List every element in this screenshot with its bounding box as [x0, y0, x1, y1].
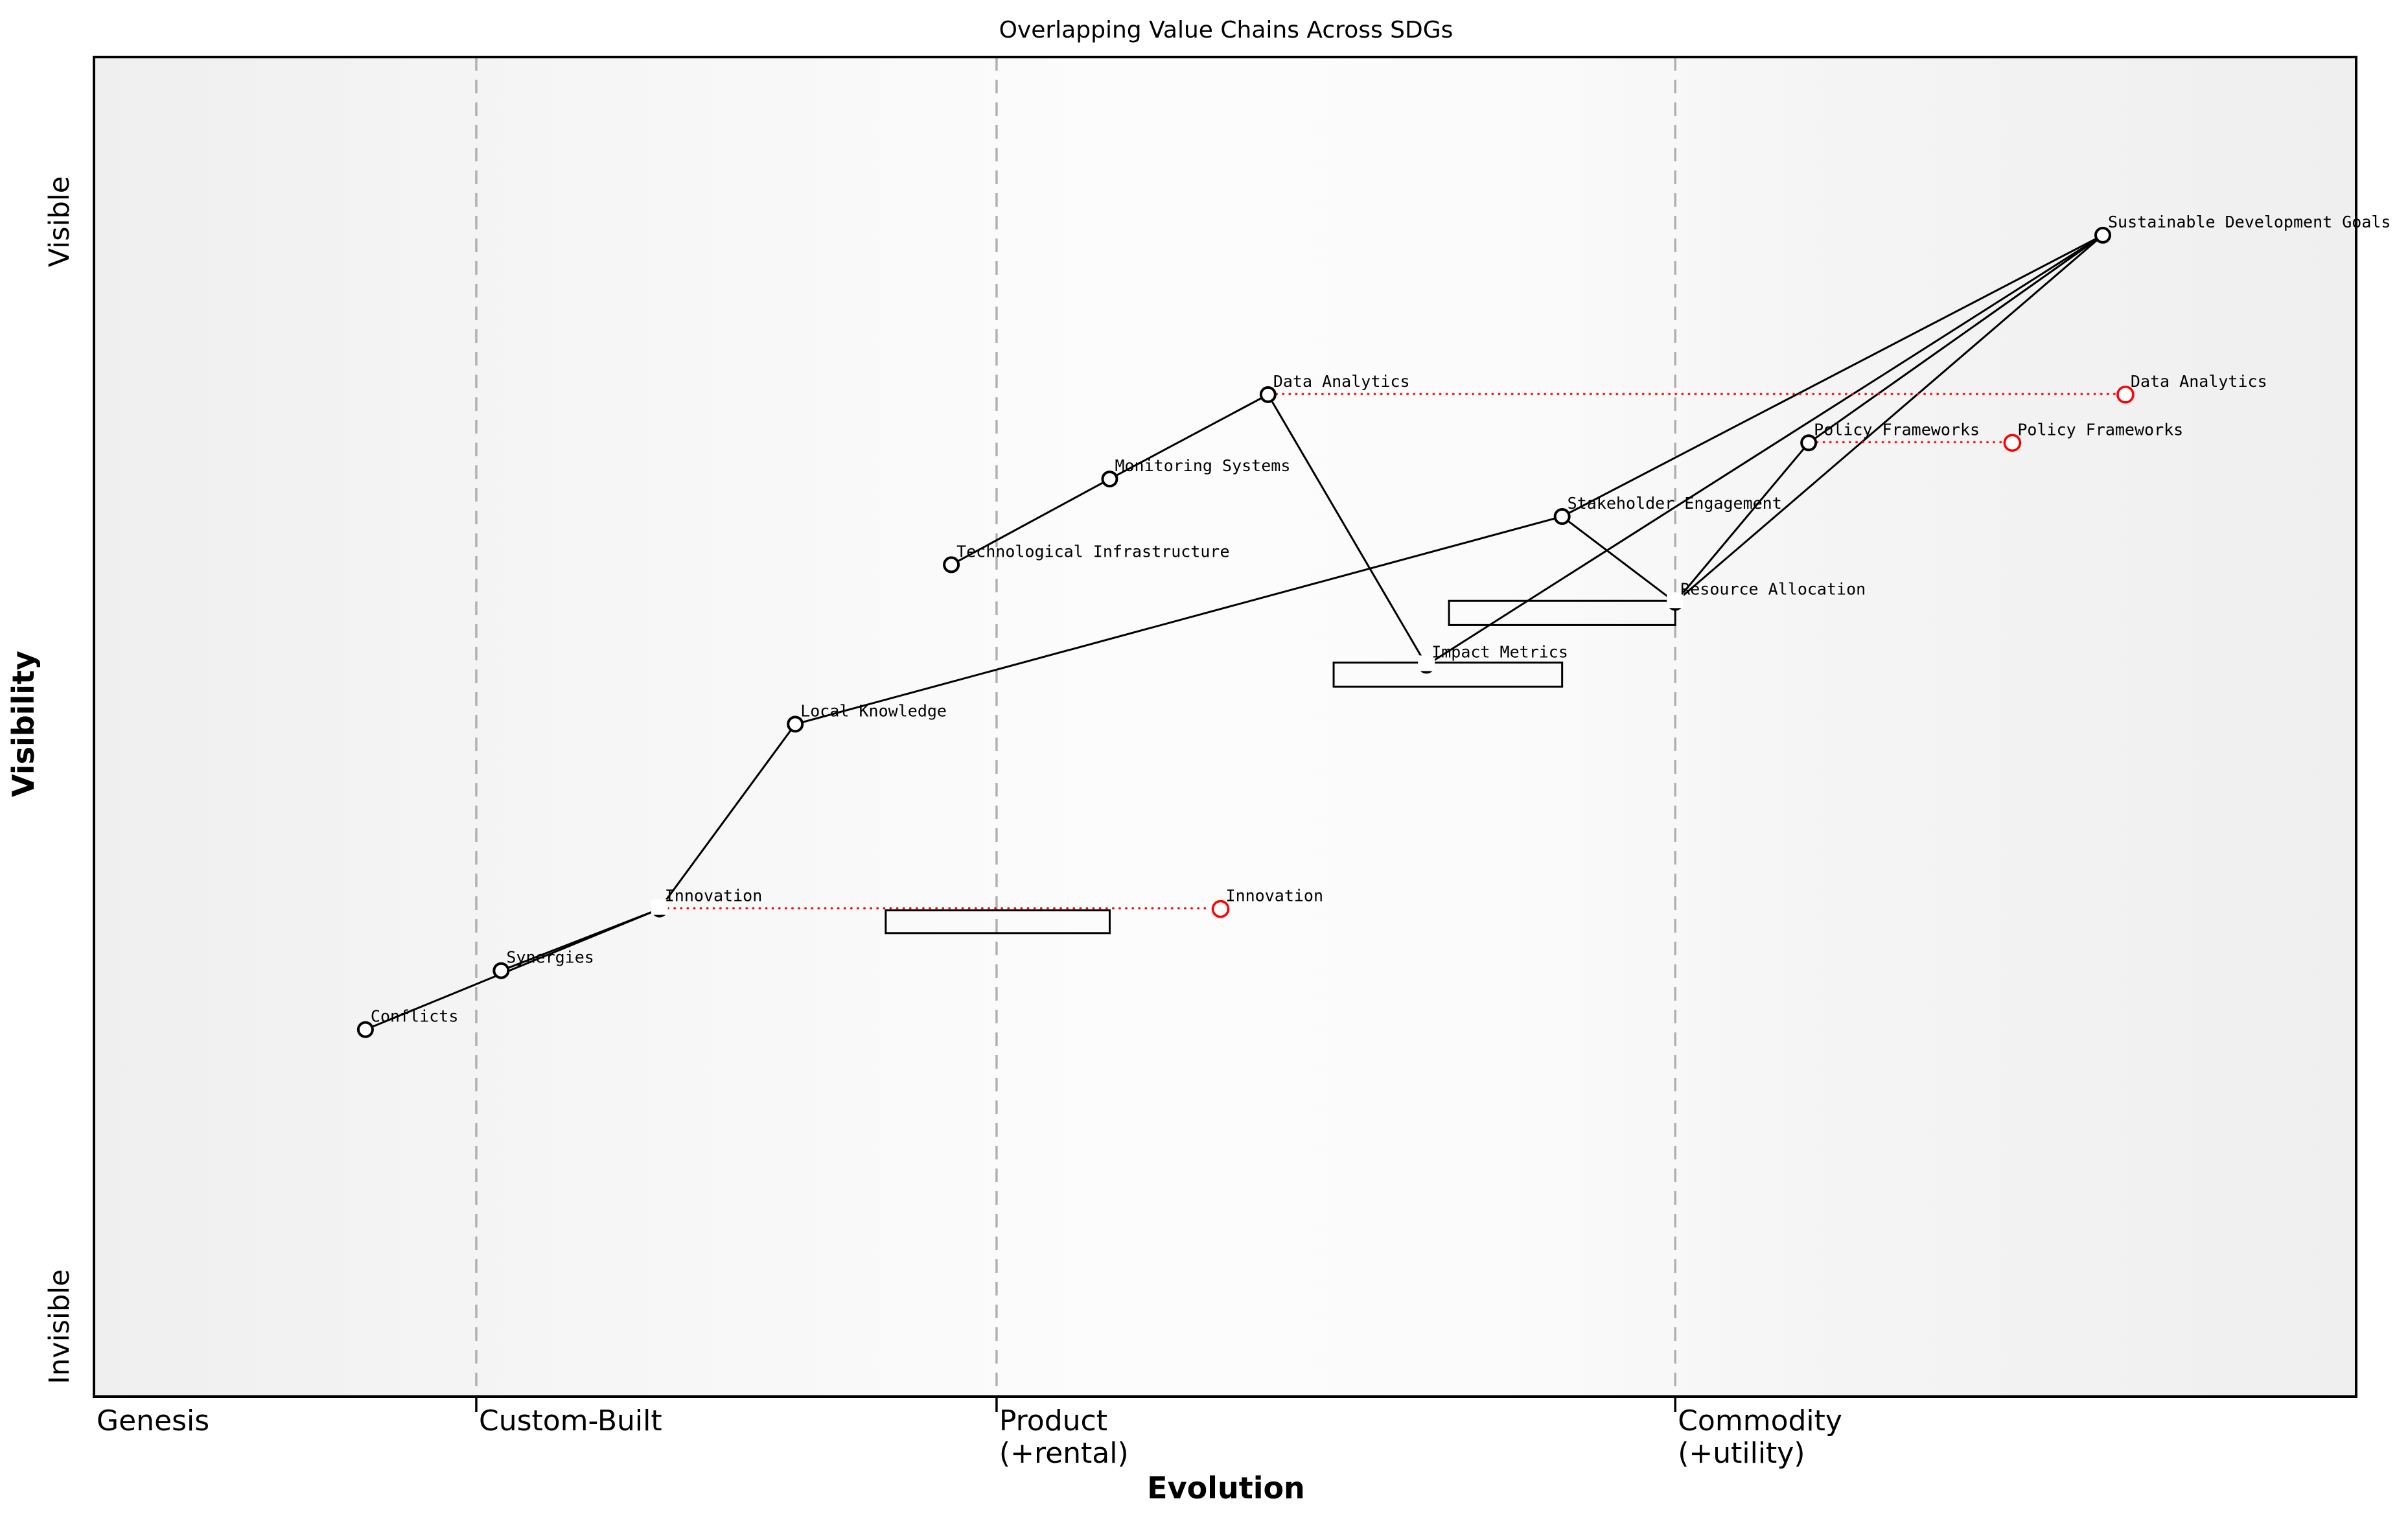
node-overlay-resource_allocation: [1667, 592, 1684, 609]
stage-label: Product (+rental): [999, 1404, 1129, 1470]
node-policy_frameworks: [1800, 434, 1818, 452]
node-technological_infrastructure: [943, 556, 960, 574]
edge-local_knowledge-innovation: [658, 723, 796, 910]
x-axis-label: Evolution: [1147, 1471, 1305, 1506]
edge-sdg-policy_frameworks: [1808, 234, 2103, 444]
node-overlay-innovation: [651, 899, 668, 915]
node-label-innovation_evolved: Innovation: [1226, 887, 1324, 905]
edges: [365, 234, 2103, 1031]
node-label-technological_infrastructure: Technological Infrastructure: [956, 542, 1229, 561]
edge-innovation-conflicts: [365, 908, 660, 1031]
node-data_analytics_evolved: [2116, 386, 2135, 404]
stage-labels: Genesis Custom-Built Product (+rental) Commo…: [97, 1404, 1842, 1470]
edge-data_analytics-monitoring_systems: [1109, 393, 1269, 480]
node-label-monitoring_systems: Monitoring Systems: [1115, 456, 1290, 475]
edge-stakeholder_engagement-local_knowledge: [794, 515, 1563, 725]
node-monitoring_systems: [1101, 471, 1118, 488]
edge-data_analytics-impact_metrics: [1267, 394, 1428, 666]
node-label-innovation: Innovation: [665, 887, 763, 905]
node-stakeholder_engagement: [1553, 507, 1571, 525]
node-sdg: [2094, 226, 2112, 244]
edge-sdg-impact_metrics: [1426, 234, 2103, 666]
node-label-policy_frameworks: Policy Frameworks: [1814, 420, 1980, 439]
node-label-data_analytics: Data Analytics: [1273, 372, 1410, 391]
movement-lines: [667, 393, 2117, 910]
node-label-sdg: Sustainable Development Goals: [2108, 213, 2391, 231]
component-boxes: [885, 599, 1676, 935]
edge-sdg-resource_allocation: [1674, 234, 2103, 603]
node-label-conflicts: Conflicts: [371, 1007, 458, 1026]
node-label-impact_metrics: Impact Metrics: [1431, 642, 1568, 661]
chart-title: Overlapping Value Chains Across SDGs: [999, 17, 1453, 43]
stage-label: Genesis: [97, 1404, 209, 1437]
stage-label: Custom-Built: [479, 1404, 662, 1437]
node-label-resource_allocation: Resource Allocation: [1680, 579, 1866, 598]
node-label-policy_frameworks_evolved: Policy Frameworks: [2017, 420, 2183, 439]
node-label-data_analytics_evolved: Data Analytics: [2131, 372, 2267, 391]
node-synergies: [492, 962, 510, 979]
component-box-impact_metrics: [1332, 661, 1564, 688]
node-policy_frameworks_evolved: [2003, 434, 2022, 452]
node-label-stakeholder_engagement: Stakeholder Engagement: [1568, 494, 1782, 513]
y-axis-label: Visibility: [6, 651, 41, 797]
y-axis-bottom-label: Invisible: [43, 1269, 76, 1384]
node-data_analytics: [1259, 386, 1277, 403]
component-box-innovation: [885, 909, 1111, 935]
node-innovation_evolved: [1211, 900, 1230, 918]
node-conflicts: [356, 1021, 374, 1038]
stage-label: Commodity (+utility): [1678, 1404, 1842, 1470]
y-axis-top-label: Visible: [43, 176, 76, 267]
plot-border: [93, 56, 2357, 1398]
edge-monitoring_systems-technological_infrastructure: [951, 478, 1111, 566]
node-labels: Sustainable Development Goals Data Analyt…: [371, 213, 2391, 1026]
edge-stakeholder_engagement-resource_allocation: [1561, 515, 1676, 603]
stage-boundaries: [475, 57, 1676, 1412]
component-box-resource_allocation: [1448, 599, 1676, 626]
edge-resource_allocation-policy_frameworks: [1674, 442, 1810, 603]
node-overlay-impact_metrics: [1418, 655, 1435, 671]
nodes: [356, 226, 2135, 1038]
plot-background: [94, 57, 2356, 1397]
node-local_knowledge: [787, 715, 804, 733]
node-label-synergies: Synergies: [506, 948, 594, 967]
edge-sdg-stakeholder_engagement: [1561, 234, 2103, 518]
node-label-local_knowledge: Local Knowledge: [800, 701, 947, 720]
